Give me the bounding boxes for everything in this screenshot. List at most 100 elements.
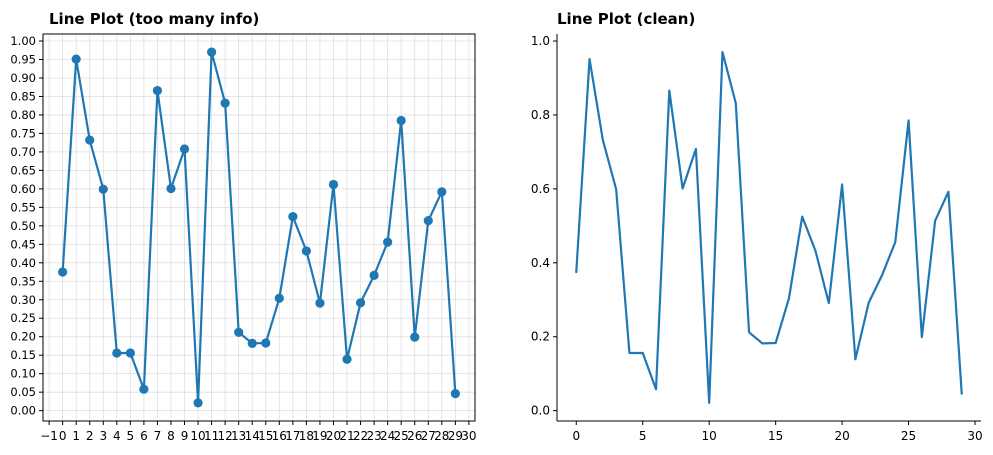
grid <box>43 34 475 421</box>
y-tick-label: 0.30 <box>10 293 36 307</box>
data-point <box>234 327 244 337</box>
x-tick-label: 3 <box>99 429 107 443</box>
data-point <box>139 384 149 394</box>
chart-title-cluttered: Line Plot (too many info) <box>49 10 259 28</box>
data-point <box>383 237 393 247</box>
data-point <box>450 389 460 399</box>
y-tick-label: 0.8 <box>531 108 550 122</box>
data-point <box>274 293 284 303</box>
x-tick-label: 7 <box>154 429 162 443</box>
chart-title-clean: Line Plot (clean) <box>557 10 695 28</box>
data-point <box>179 144 190 154</box>
x-tick-label: 28 <box>434 429 449 443</box>
x-tick-label: 5 <box>639 429 647 443</box>
y-tick-label: 0.20 <box>10 330 36 344</box>
data-point <box>98 184 108 194</box>
y-tick-label: 0.65 <box>10 163 36 177</box>
x-tick-label: 15 <box>768 429 783 443</box>
x-tick-label: 5 <box>127 429 135 443</box>
y-tick-label: 0.50 <box>10 219 36 233</box>
data-point <box>355 298 366 308</box>
y-tick-label: 0.85 <box>10 89 36 103</box>
x-tick-label: 1 <box>72 429 80 443</box>
x-tick-label: 10 <box>702 429 717 443</box>
x-tick-label: 0 <box>572 429 580 443</box>
x-tick-label: 30 <box>967 429 982 443</box>
x-tick-label: 6 <box>140 429 148 443</box>
x-tick-label: 24 <box>380 429 395 443</box>
data-point <box>112 348 122 358</box>
data-point <box>58 267 68 277</box>
x-tick-label: 0 <box>59 429 67 443</box>
y-tick-label: 1.0 <box>531 34 550 48</box>
x-tick-label: 17 <box>285 429 300 443</box>
data-point <box>410 332 420 342</box>
y-tick-label: 0.6 <box>531 182 550 196</box>
x-tick-label: 22 <box>353 429 368 443</box>
data-point <box>152 85 163 96</box>
x-tick-label: 9 <box>181 429 189 443</box>
x-tick-label: 27 <box>421 429 436 443</box>
data-point <box>369 270 379 280</box>
y-tick-label: 0.0 <box>531 404 550 418</box>
y-tick-label: 0.05 <box>10 385 36 399</box>
y-tick-label: 0.70 <box>10 145 36 159</box>
y-tick-label: 0.95 <box>10 53 36 67</box>
y-tick-label: 0.2 <box>531 330 550 344</box>
data-point <box>247 338 257 348</box>
data-point <box>220 98 230 108</box>
data-point <box>396 115 406 126</box>
series-line <box>61 51 457 404</box>
data-point <box>193 398 203 408</box>
x-tick-label: 12 <box>218 429 233 443</box>
x-tick-label: 15 <box>258 429 273 443</box>
y-tick-label: 0.10 <box>10 367 36 381</box>
data-point <box>315 298 325 308</box>
data-point <box>166 183 176 194</box>
x-tick-label: 25 <box>901 429 916 443</box>
x-tick-label: 21 <box>339 429 354 443</box>
x-tick-label: 18 <box>299 429 314 443</box>
x-tick-label: 25 <box>394 429 409 443</box>
x-tick-label: 13 <box>231 429 246 443</box>
panel-clean: Line Plot (clean) 0 5 10 15 20 25 30 0.0 0.2 0.4 0… <box>531 10 983 443</box>
y-tick-label: 0.75 <box>10 126 36 140</box>
data-point <box>125 348 135 358</box>
y-tick-label: 0.35 <box>10 274 36 288</box>
x-tick-label: 29 <box>448 429 463 443</box>
x-tick-label: −1 <box>40 429 58 443</box>
x-tick-label: 20 <box>326 429 341 443</box>
series-line <box>575 51 963 404</box>
data-point <box>85 135 95 145</box>
y-tick-label: 0.80 <box>10 108 36 122</box>
data-point <box>207 47 217 57</box>
x-tick-label: 10 <box>190 429 205 443</box>
axes-frame <box>42 33 476 422</box>
y-tick-label: 0.55 <box>10 200 36 214</box>
data-point <box>71 54 81 64</box>
x-tick-label: 2 <box>86 429 94 443</box>
x-tick-label: 26 <box>407 429 422 443</box>
x-tick-label: 14 <box>245 429 260 443</box>
x-tick-label: 8 <box>167 429 175 443</box>
data-point <box>301 246 311 256</box>
data-point <box>328 179 339 190</box>
y-tick-label: 0.60 <box>10 182 36 196</box>
x-tick-label: 19 <box>312 429 327 443</box>
data-point <box>342 354 352 364</box>
y-tick-label: 0.40 <box>10 256 36 270</box>
data-point <box>423 216 433 226</box>
x-tick-label: 16 <box>272 429 287 443</box>
y-tick-label: 0.25 <box>10 311 36 325</box>
panel-cluttered: Line Plot (too many info) −1 0 1 2 3 4 5 6 7 8 9 10… <box>10 10 476 443</box>
y-tick-label: 0.15 <box>10 348 36 362</box>
x-tick-label: 4 <box>113 429 121 443</box>
x-tick-label: 11 <box>204 429 219 443</box>
y-tick-label: 0.00 <box>10 404 36 418</box>
x-tick-label: 20 <box>834 429 849 443</box>
y-tick-label: 1.00 <box>10 34 36 48</box>
x-tick-label: 30 <box>461 429 476 443</box>
y-tick-label: 0.4 <box>531 256 550 270</box>
data-point <box>261 338 271 348</box>
